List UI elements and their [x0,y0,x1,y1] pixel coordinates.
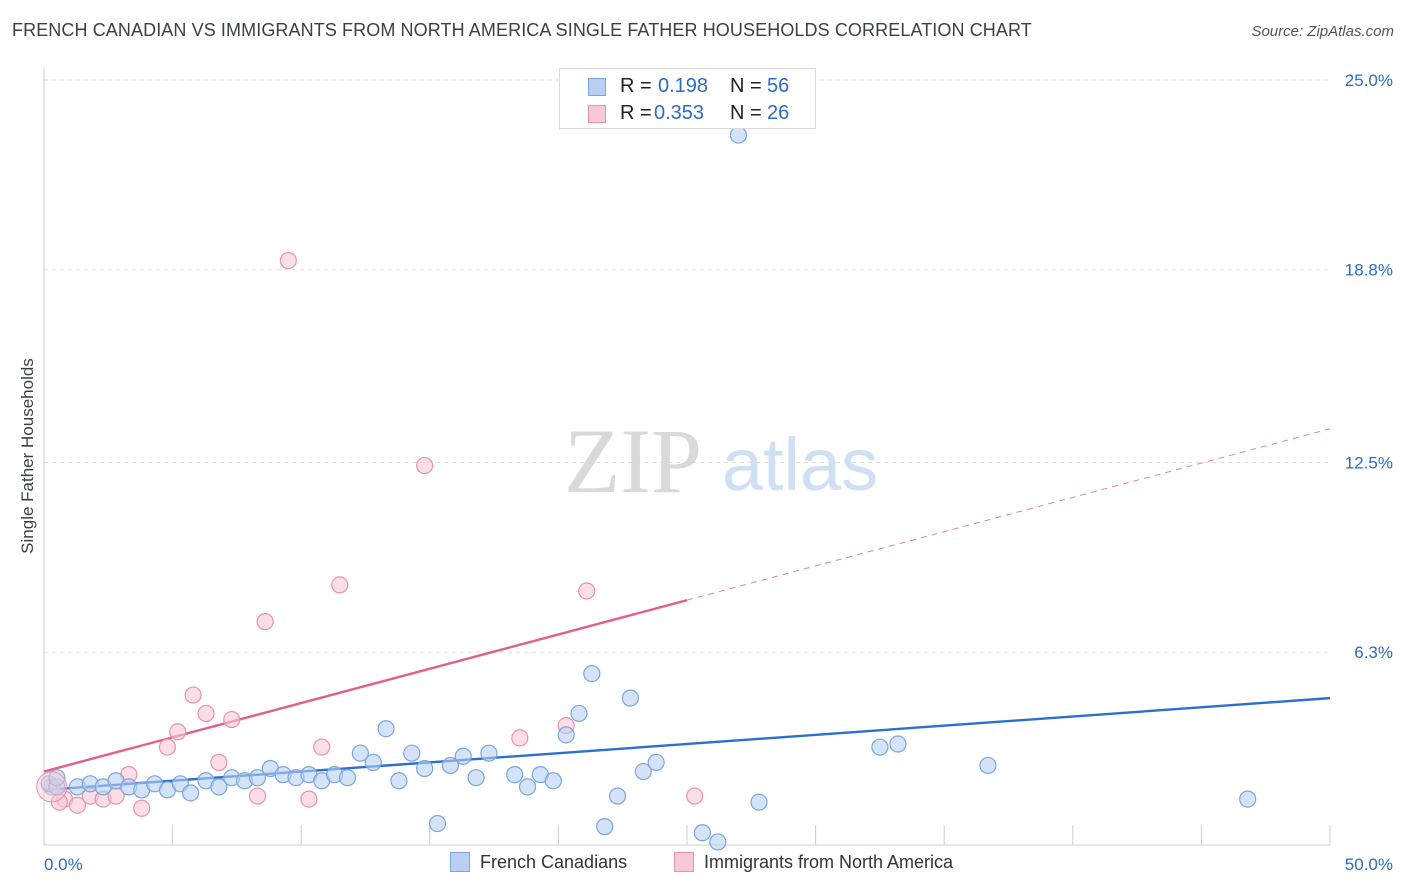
immigrant-point [158,738,177,756]
french-canadian-point [338,769,357,787]
watermark-zip: ZIP [564,410,702,512]
french-canadian-point [506,766,524,784]
french-canadian-point [647,753,665,771]
legend-swatch-blue [450,852,470,872]
immigrant-point [313,738,331,756]
immigrant-point [256,613,274,631]
y-tick-label: 6.3% [1354,643,1393,662]
french-canadian-point [364,753,382,771]
y-tick-label: 12.5% [1345,454,1393,473]
french-canadian-point [48,769,66,787]
legend-item-immigrants: Immigrants from North America [674,852,953,873]
immigrant-point [169,723,187,741]
legend-swatch-blue [588,78,606,96]
legend-n-value: 56 [767,75,790,97]
french-canadian-point [871,738,889,756]
french-canadian-point [544,772,562,790]
french-canadian-point [557,726,575,744]
legend-swatch-pink [674,852,694,872]
correlation-legend: R = 0.198 N = 56 R = 0.353 N = 26 [559,68,816,129]
french-canadian-point [729,126,748,144]
immigrant-point [511,729,529,747]
french-canadian-point [1239,790,1257,808]
data-points [36,126,1257,851]
french-canadian-point [351,744,369,762]
french-canadian-point [480,744,498,762]
french-canadian-point [634,762,652,781]
french-canadian-point [889,735,907,753]
french-canadian-point [182,784,200,802]
chart-title: FRENCH CANADIAN VS IMMIGRANTS FROM NORTH… [12,20,1032,40]
french-canadian-point [416,759,434,778]
french-canadian-point [750,793,768,811]
french-canadian-point [390,772,408,790]
french-canadian-point [570,704,588,723]
axes [43,68,1331,846]
source-label: Source: ZipAtlas.com [1251,23,1394,40]
french-canadian-point [428,814,447,833]
legend-r-value: 0.198 [658,75,709,97]
immigrant-point [210,753,228,771]
immigrant-point [248,787,267,805]
cluster-point [36,771,68,803]
tick-labels: 6.3% 12.5% 18.8% 25.0% 0.0% 50.0% [44,71,1393,874]
immigrants-trend-extension [686,428,1331,601]
immigrant-point [686,787,704,805]
french-canadian-point [693,824,712,842]
french-canadian-point [467,769,485,787]
legend-n-label: N = [730,75,762,97]
french-canadian-point [403,744,421,762]
legend-r-value: 0.353 [654,102,705,124]
legend-label: French Canadians [480,852,628,872]
french-canadian-point [454,747,472,765]
french-canadian-point [979,756,997,775]
legend-item-french-canadians: French Canadians [450,852,627,873]
legend-label: Immigrants from North America [704,852,954,872]
legend-r-label: R = [620,75,652,97]
french-canadian-point [608,787,627,805]
immigrant-point [197,704,215,723]
y-tick-label: 25.0% [1345,71,1393,90]
immigrant-point [300,790,318,808]
legend-swatch-pink [588,105,606,123]
french-canadian-point [621,689,640,707]
legend-n-label: N = [730,102,762,124]
legend-r-label: R = [620,102,652,124]
french-canadian-point [441,756,459,775]
immigrant-point [223,710,241,729]
immigrants-trend-line [43,599,688,773]
french-canadian-point [518,778,537,796]
french-canadian-point [210,778,228,796]
french-canadian-point [377,720,395,738]
french-canadian-point [709,833,727,851]
french-canadian-point [583,665,601,683]
grid-lines [44,79,1330,653]
y-tick-label: 18.8% [1345,261,1393,280]
watermark-atlas: atlas [722,423,878,506]
french-canadian-point [596,818,614,836]
immigrant-point [68,796,87,814]
immigrant-point [331,576,349,594]
immigrant-point [279,251,297,270]
immigrant-point [184,686,202,704]
immigrant-point [416,456,434,475]
french-canadian-point [248,769,267,787]
legend-n-value: 26 [767,102,790,124]
immigrant-point [578,582,596,600]
x-tick-label: 0.0% [44,855,83,874]
immigrant-point [133,799,151,817]
x-tick-label: 50.0% [1345,855,1393,874]
